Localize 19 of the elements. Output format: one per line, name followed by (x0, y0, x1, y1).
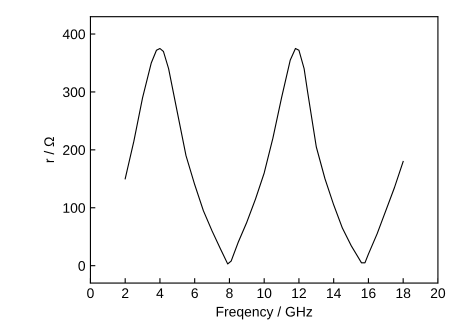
x-tick-label: 16 (362, 288, 376, 298)
x-tick-label: 2 (122, 288, 128, 298)
x-axis-title: Freqency / GHz (216, 306, 312, 320)
y-axis-title: r / Ω (44, 137, 54, 162)
y-tick-label: 100 (63, 203, 86, 213)
x-tick-label: 6 (192, 288, 198, 298)
x-tick-label: 8 (226, 288, 233, 298)
y-tick-label: 0 (78, 261, 86, 271)
x-tick-label: 0 (87, 288, 94, 298)
x-tick-label: 18 (396, 288, 410, 298)
x-tick-label: 4 (156, 288, 164, 298)
line-series (124, 48, 404, 264)
x-tick-label: 20 (430, 288, 446, 298)
x-tick-label: 10 (258, 288, 272, 298)
y-tick-label: 200 (63, 145, 86, 156)
y-tick-label: 400 (62, 29, 86, 40)
x-tick-label: 14 (327, 288, 341, 298)
y-tick-label: 300 (62, 87, 86, 98)
x-tick-label: 12 (292, 288, 306, 298)
